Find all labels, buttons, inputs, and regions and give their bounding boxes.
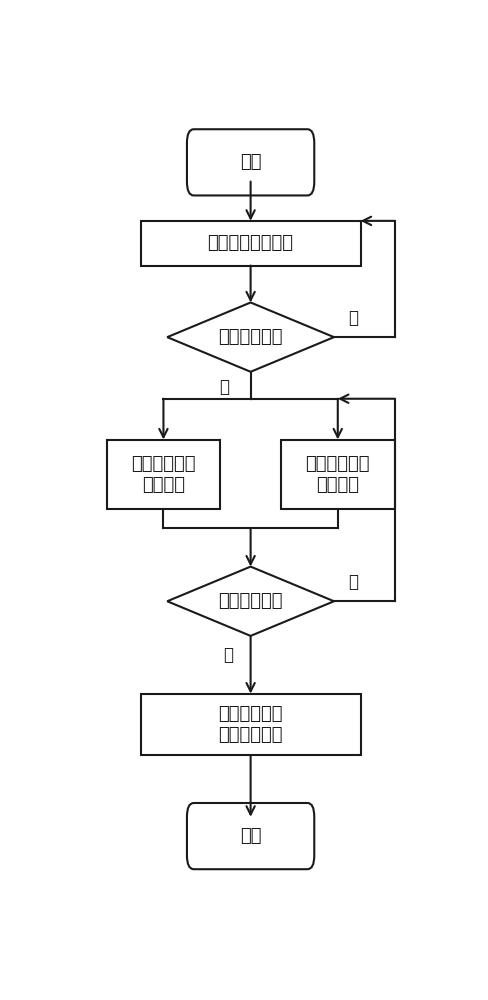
Text: 计算空放绿灯
损失时间: 计算空放绿灯 损失时间 [305,455,369,494]
Polygon shape [167,302,333,372]
Text: 开始: 开始 [240,153,261,171]
Bar [141,221,360,266]
Bar [106,440,220,509]
FancyBboxPatch shape [186,129,314,195]
Bar [141,694,360,755]
Text: 是: 是 [347,573,357,591]
Bar [280,440,394,509]
Text: 车道是否放行: 车道是否放行 [218,592,282,610]
Text: 车道是否放行: 车道是否放行 [218,328,282,346]
Polygon shape [167,567,333,636]
Text: 否: 否 [223,646,232,664]
FancyBboxPatch shape [186,803,314,869]
Text: 结束: 结束 [240,827,261,845]
Text: 获取车道放行状态: 获取车道放行状态 [207,234,293,252]
Text: 计算占有绿灯
损失时间: 计算占有绿灯 损失时间 [131,455,195,494]
Text: 否: 否 [347,309,357,327]
Text: 是: 是 [219,378,228,396]
Text: 计算车道总的
绿灯损失时间: 计算车道总的 绿灯损失时间 [218,705,282,744]
